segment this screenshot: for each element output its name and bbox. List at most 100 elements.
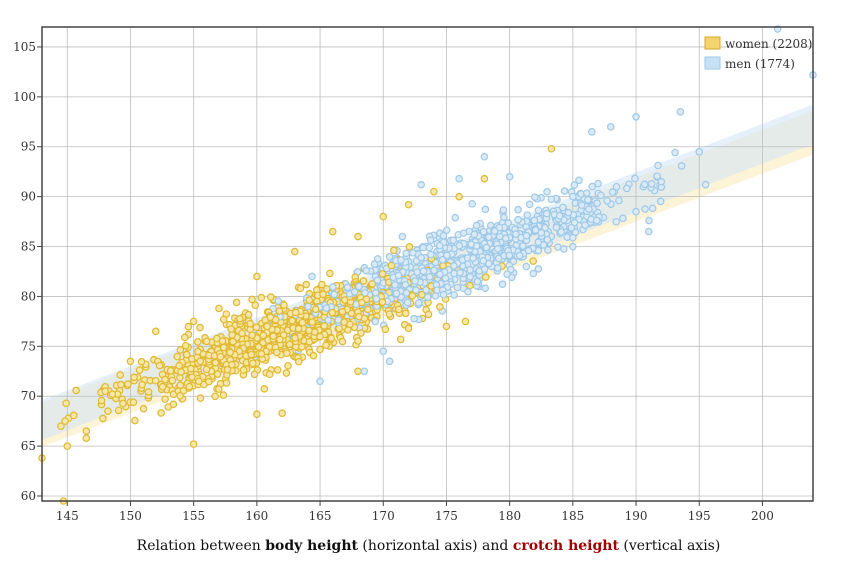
data-point-men xyxy=(322,304,331,312)
data-point-women xyxy=(328,227,337,236)
data-point-women xyxy=(381,325,390,334)
data-point-women xyxy=(364,305,372,314)
data-point-women xyxy=(180,333,189,342)
data-point-men xyxy=(569,192,577,201)
data-point-men xyxy=(467,240,475,248)
data-point-women xyxy=(155,361,164,370)
data-point-men xyxy=(470,230,479,239)
data-point-men xyxy=(443,251,451,260)
data-point-women xyxy=(182,350,191,359)
data-point-women xyxy=(335,324,343,333)
data-point-women xyxy=(288,316,296,325)
data-point-women xyxy=(63,442,72,450)
data-point-women xyxy=(387,261,396,270)
legend-swatch-men xyxy=(704,56,721,70)
data-point-women xyxy=(139,404,148,413)
data-point-women xyxy=(298,342,306,351)
data-point-women xyxy=(219,391,228,399)
data-point-women xyxy=(308,318,317,326)
data-point-women xyxy=(214,385,223,393)
data-point-men xyxy=(522,262,531,271)
data-point-women xyxy=(101,387,109,396)
data-point-men xyxy=(450,262,458,270)
data-point-men xyxy=(581,221,589,229)
data-point-men xyxy=(426,236,435,244)
data-point-women xyxy=(368,280,377,288)
data-point-men xyxy=(555,212,564,220)
data-point-women xyxy=(252,323,261,332)
data-point-women xyxy=(202,365,211,374)
data-point-women xyxy=(294,357,303,366)
data-point-women xyxy=(253,272,261,281)
data-point-women xyxy=(169,400,178,409)
data-point-women xyxy=(216,352,225,361)
data-point-men xyxy=(543,235,552,244)
data-point-women xyxy=(219,343,228,352)
data-point-women xyxy=(405,243,414,251)
data-point-women xyxy=(461,317,470,326)
data-point-women xyxy=(151,376,160,385)
data-point-men xyxy=(612,217,620,226)
data-point-women xyxy=(196,394,205,402)
data-point-women xyxy=(205,377,213,386)
data-point-men xyxy=(588,127,596,136)
data-point-women xyxy=(408,291,417,300)
data-point-men xyxy=(564,208,573,217)
data-point-men xyxy=(480,152,489,161)
data-point-women xyxy=(529,257,538,265)
data-point-women xyxy=(173,352,182,361)
data-point-men xyxy=(371,317,380,326)
x-tick-label: 170 xyxy=(372,509,395,523)
x-tick-label: 200 xyxy=(751,509,774,523)
data-point-men xyxy=(531,193,539,201)
data-point-men xyxy=(373,276,382,284)
data-point-women xyxy=(135,366,144,374)
data-point-women xyxy=(161,395,169,403)
scatter-chart: 145 150 155 160 165 170 175 180 185 190 195 200 606… xyxy=(13,25,817,523)
data-point-women xyxy=(72,386,80,395)
data-point-women xyxy=(82,427,91,435)
data-point-women xyxy=(390,246,398,255)
data-point-women xyxy=(248,331,256,339)
data-point-men xyxy=(582,189,591,197)
data-point-women xyxy=(259,331,268,340)
data-point-men xyxy=(534,265,543,273)
data-point-women xyxy=(62,399,70,408)
data-point-men xyxy=(304,302,312,311)
data-point-men xyxy=(656,197,665,206)
data-point-men xyxy=(619,214,627,223)
y-axis-ticks: 60 65 70 75 80 85 90 95 100 105 xyxy=(13,40,42,503)
data-point-women xyxy=(189,317,198,326)
y-tick-label: 100 xyxy=(13,90,36,104)
legend-label-men: men (1774) xyxy=(725,57,795,71)
data-point-women xyxy=(354,337,362,345)
data-point-men xyxy=(578,201,586,210)
data-point-men xyxy=(640,180,649,189)
data-point-men xyxy=(695,147,704,156)
data-point-women xyxy=(311,328,319,336)
data-point-men xyxy=(274,297,283,305)
data-point-men xyxy=(370,260,379,268)
data-point-men xyxy=(464,287,472,296)
data-point-women xyxy=(298,318,307,327)
caption-suffix: (vertical axis) xyxy=(618,538,721,554)
data-point-women xyxy=(137,357,146,366)
data-point-men xyxy=(501,234,510,243)
data-point-women xyxy=(184,322,193,331)
data-point-women xyxy=(346,320,354,329)
data-point-women xyxy=(424,310,433,319)
data-point-women xyxy=(117,380,125,389)
data-point-women xyxy=(359,277,368,285)
data-point-women xyxy=(338,337,347,346)
data-point-men xyxy=(330,290,339,299)
data-point-men xyxy=(529,269,538,278)
data-point-men xyxy=(490,227,499,235)
data-point-men xyxy=(402,249,410,258)
data-point-women xyxy=(260,385,269,393)
data-point-men xyxy=(544,246,552,254)
x-axis-ticks: 145 150 155 160 165 170 175 180 185 190 195 200 xyxy=(56,501,774,523)
data-point-women xyxy=(131,416,139,425)
data-point-men xyxy=(531,226,540,234)
data-point-women xyxy=(481,273,490,281)
data-point-men xyxy=(423,293,432,301)
